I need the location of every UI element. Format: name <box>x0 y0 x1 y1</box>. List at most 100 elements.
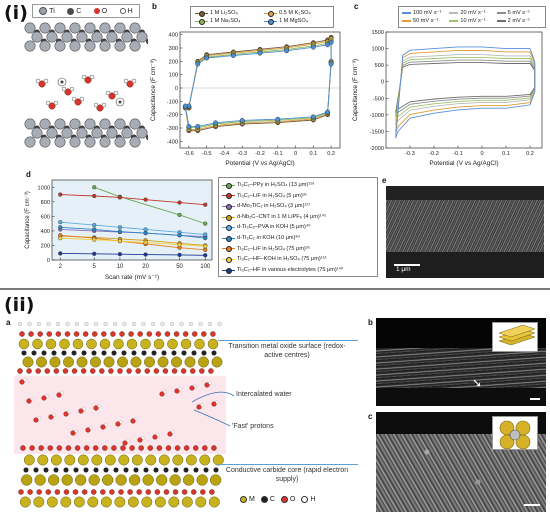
panel-c-letter: c <box>354 2 359 11</box>
legend-label: Ti₃C₂–LiF in H₂SO₄ (75 μm)³⁵ <box>237 245 310 252</box>
metal-atom <box>171 356 182 368</box>
legend-line <box>402 20 411 22</box>
ti-atom <box>39 40 51 52</box>
metal-atom <box>114 496 126 508</box>
oxygen-atom <box>46 331 53 337</box>
y-tick-label: 200 <box>169 59 178 65</box>
ti-atom <box>61 127 73 139</box>
scale-bar <box>524 504 540 506</box>
metal-atom <box>91 454 103 466</box>
ti-atom <box>99 136 111 148</box>
metal-atom <box>61 474 73 486</box>
metal-atom <box>117 356 128 368</box>
carbon-atom <box>101 350 107 356</box>
plot-frame <box>51 179 213 261</box>
legend-label: 5 mV s⁻¹ <box>507 10 530 16</box>
atom-legend-item: O <box>93 8 107 15</box>
y-tick-label: 400 <box>41 229 50 235</box>
ti-atom <box>39 22 51 34</box>
carbon-atom <box>53 467 59 473</box>
o-atom-icon <box>280 496 288 503</box>
legend-swatch <box>222 256 235 263</box>
hydrogen-atom <box>36 321 42 327</box>
y-tick-label: 800 <box>41 200 50 206</box>
metal-atom <box>88 474 100 486</box>
cv-marker <box>328 39 334 45</box>
legend-item: 1 M Na₂SO₄ <box>195 17 260 25</box>
legend-line <box>496 20 506 22</box>
oxygen-atom <box>27 489 33 495</box>
legend-swatch <box>222 214 235 221</box>
hydrogen-atom <box>52 413 56 417</box>
oxygen-atom <box>120 445 126 451</box>
atom-legend-item: H <box>119 8 133 15</box>
ti-atom <box>129 40 141 52</box>
carbon-atom <box>163 467 169 473</box>
oxygen-atom <box>63 489 70 495</box>
carbon-atom <box>103 467 109 473</box>
sem-image-e: 1 μm <box>386 186 544 278</box>
ti-atom <box>121 31 133 43</box>
scale-bar <box>530 398 540 400</box>
cv-marker <box>182 103 188 109</box>
oxygen-atom <box>36 489 42 495</box>
metal-atom <box>18 338 30 350</box>
x-axis-label: Potential (V vs Ag/AgCl) <box>225 160 294 167</box>
hydrogen-atom <box>37 416 41 420</box>
legend-swatch <box>222 193 235 200</box>
carbon-atom <box>131 350 137 356</box>
y-tick-label: -100 <box>167 99 178 105</box>
x-tick-label: 0.1 <box>502 151 510 157</box>
o-atom <box>38 80 46 88</box>
hydrogen-atom <box>67 410 71 414</box>
h-atom-icon <box>119 8 126 14</box>
oxygen-atom <box>35 368 41 374</box>
carbon-atom <box>193 467 199 473</box>
ti-atom <box>54 40 66 52</box>
oxygen-atom <box>47 445 54 451</box>
c-atom-icon <box>260 496 268 503</box>
x-tick-label: -0.2 <box>429 151 439 157</box>
metal-atom <box>86 338 97 350</box>
oxygen-atom <box>137 437 143 443</box>
metal-atom <box>145 454 157 466</box>
legend-swatch <box>222 235 235 242</box>
series-point <box>203 202 208 207</box>
y-tick-label: -200 <box>167 113 178 119</box>
cv-marker <box>310 114 316 120</box>
oxygen-atom <box>37 331 43 337</box>
h-atom <box>71 96 77 102</box>
series-line <box>60 253 206 256</box>
ti-atom <box>121 127 133 139</box>
carbon-atom <box>41 350 47 356</box>
oxygen-atom <box>62 368 69 374</box>
metal-atom <box>154 496 166 508</box>
oxygen-atom <box>173 331 180 337</box>
chart-c-legend: 100 mV s⁻¹ 20 mV s⁻¹ 5 mV s⁻¹ 50 mV s⁻¹ … <box>398 6 546 28</box>
annotation-tmo-surface: Transition metal oxide surface (redox-ac… <box>228 343 346 359</box>
cv-marker <box>325 42 330 48</box>
sem-dark-top <box>386 186 544 200</box>
hydrogen-atom <box>131 321 137 327</box>
cv-marker <box>195 124 201 129</box>
metal-atom <box>126 338 138 350</box>
series-point <box>92 222 97 228</box>
oxygen-atom <box>118 489 124 495</box>
carbon-atom <box>113 467 119 473</box>
oxygen-atom <box>74 445 81 451</box>
metal-atom <box>130 356 142 368</box>
m-atom-icon <box>240 496 247 503</box>
hydrogen-atom <box>179 321 184 327</box>
ti-atom-icon <box>39 7 48 15</box>
oxygen-atom <box>19 331 25 337</box>
hydrogen-atom <box>82 407 86 411</box>
ti-atom <box>99 40 111 52</box>
metal-atom <box>63 356 74 368</box>
oxygen-atom <box>81 489 88 495</box>
metal-atom <box>34 474 46 486</box>
legend-item: Ti₃C₂–LiF in H₂SO₄ (75 μm)³⁵ <box>222 244 374 255</box>
x-tick-label: 0.1 <box>309 151 317 157</box>
series-point <box>117 195 123 200</box>
oxygen-atom <box>182 331 189 337</box>
oxygen-atom <box>146 331 153 337</box>
